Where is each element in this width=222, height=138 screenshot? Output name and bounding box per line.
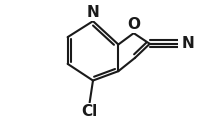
Text: N: N bbox=[87, 5, 99, 20]
Text: Cl: Cl bbox=[81, 104, 98, 119]
Text: N: N bbox=[182, 36, 194, 51]
Text: O: O bbox=[127, 17, 140, 32]
